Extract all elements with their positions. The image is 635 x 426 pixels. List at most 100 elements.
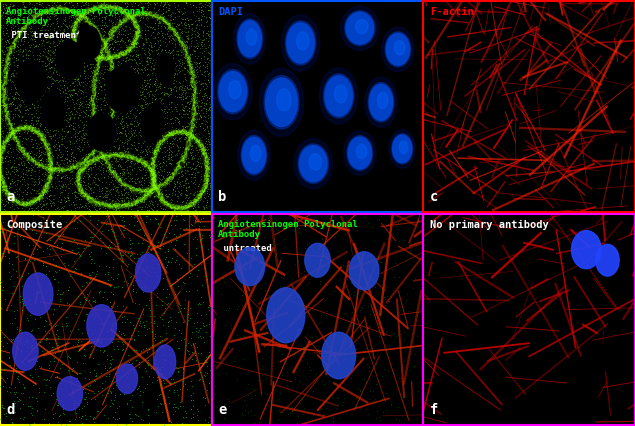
Point <box>98 131 108 138</box>
Point <box>56 252 66 259</box>
Point <box>175 164 185 170</box>
Point <box>50 337 60 343</box>
Point <box>125 91 135 98</box>
Point <box>20 164 30 170</box>
Point <box>123 204 133 210</box>
Point <box>98 63 108 69</box>
Point <box>15 45 25 52</box>
Point <box>114 143 124 150</box>
Point <box>60 175 70 182</box>
Point <box>123 102 133 109</box>
Point <box>30 173 41 180</box>
Point <box>119 166 130 173</box>
Point <box>86 12 96 19</box>
Point <box>169 20 179 26</box>
Point <box>163 230 173 237</box>
Point <box>21 116 31 123</box>
Point <box>116 118 126 125</box>
Point <box>50 322 60 328</box>
Point <box>112 283 123 290</box>
Point <box>10 390 20 397</box>
Point <box>41 54 51 60</box>
Point <box>0 118 7 125</box>
Point <box>206 416 216 423</box>
Point <box>9 135 19 142</box>
Point <box>69 20 79 27</box>
Point <box>1 186 11 193</box>
Point <box>147 30 157 37</box>
Point <box>359 213 369 220</box>
Point <box>158 72 168 79</box>
Point <box>181 183 191 190</box>
Point <box>57 173 67 179</box>
Point <box>115 132 125 139</box>
Point <box>201 170 211 177</box>
Point <box>194 142 204 149</box>
Point <box>251 262 261 268</box>
Point <box>194 4 204 11</box>
Point <box>298 406 309 413</box>
Point <box>178 88 188 95</box>
Point <box>196 9 206 16</box>
Point <box>35 152 45 158</box>
Point <box>84 251 94 258</box>
Point <box>27 113 37 120</box>
Point <box>189 209 199 216</box>
Point <box>20 106 30 113</box>
Point <box>156 166 166 173</box>
Point <box>149 81 159 88</box>
Point <box>4 1 15 8</box>
Point <box>54 141 64 148</box>
Point <box>42 209 52 216</box>
Point <box>175 178 185 185</box>
Point <box>164 69 174 75</box>
Point <box>105 104 115 111</box>
Point <box>173 126 183 133</box>
Point <box>55 185 65 192</box>
Point <box>187 89 197 96</box>
Point <box>85 52 95 59</box>
Ellipse shape <box>386 34 410 65</box>
Point <box>1 101 11 108</box>
Point <box>184 86 194 93</box>
Point <box>70 19 81 26</box>
Point <box>138 417 149 424</box>
Point <box>102 1 112 8</box>
Point <box>100 122 110 129</box>
Point <box>192 110 202 117</box>
Point <box>8 6 18 12</box>
Point <box>48 98 58 105</box>
Point <box>119 84 130 91</box>
Point <box>196 147 206 154</box>
Point <box>132 86 142 92</box>
Point <box>3 55 13 62</box>
Point <box>116 101 126 108</box>
Ellipse shape <box>23 273 53 315</box>
Point <box>46 202 56 209</box>
Point <box>147 155 157 161</box>
Point <box>61 225 71 231</box>
Point <box>74 413 84 420</box>
Point <box>25 132 35 139</box>
Point <box>333 337 344 344</box>
Point <box>22 190 32 197</box>
Point <box>57 135 67 141</box>
Point <box>99 174 109 181</box>
Point <box>142 100 152 106</box>
Point <box>44 65 54 72</box>
Point <box>0 84 10 91</box>
Point <box>0 57 8 63</box>
Point <box>64 60 74 67</box>
Point <box>199 222 209 229</box>
Point <box>0 8 8 15</box>
Point <box>80 110 90 117</box>
Point <box>51 331 61 338</box>
Point <box>0 24 8 31</box>
Point <box>47 208 57 215</box>
Point <box>31 42 41 49</box>
Point <box>90 160 100 167</box>
Point <box>22 159 32 166</box>
Point <box>17 76 27 83</box>
Point <box>205 20 215 27</box>
Point <box>124 52 135 59</box>
